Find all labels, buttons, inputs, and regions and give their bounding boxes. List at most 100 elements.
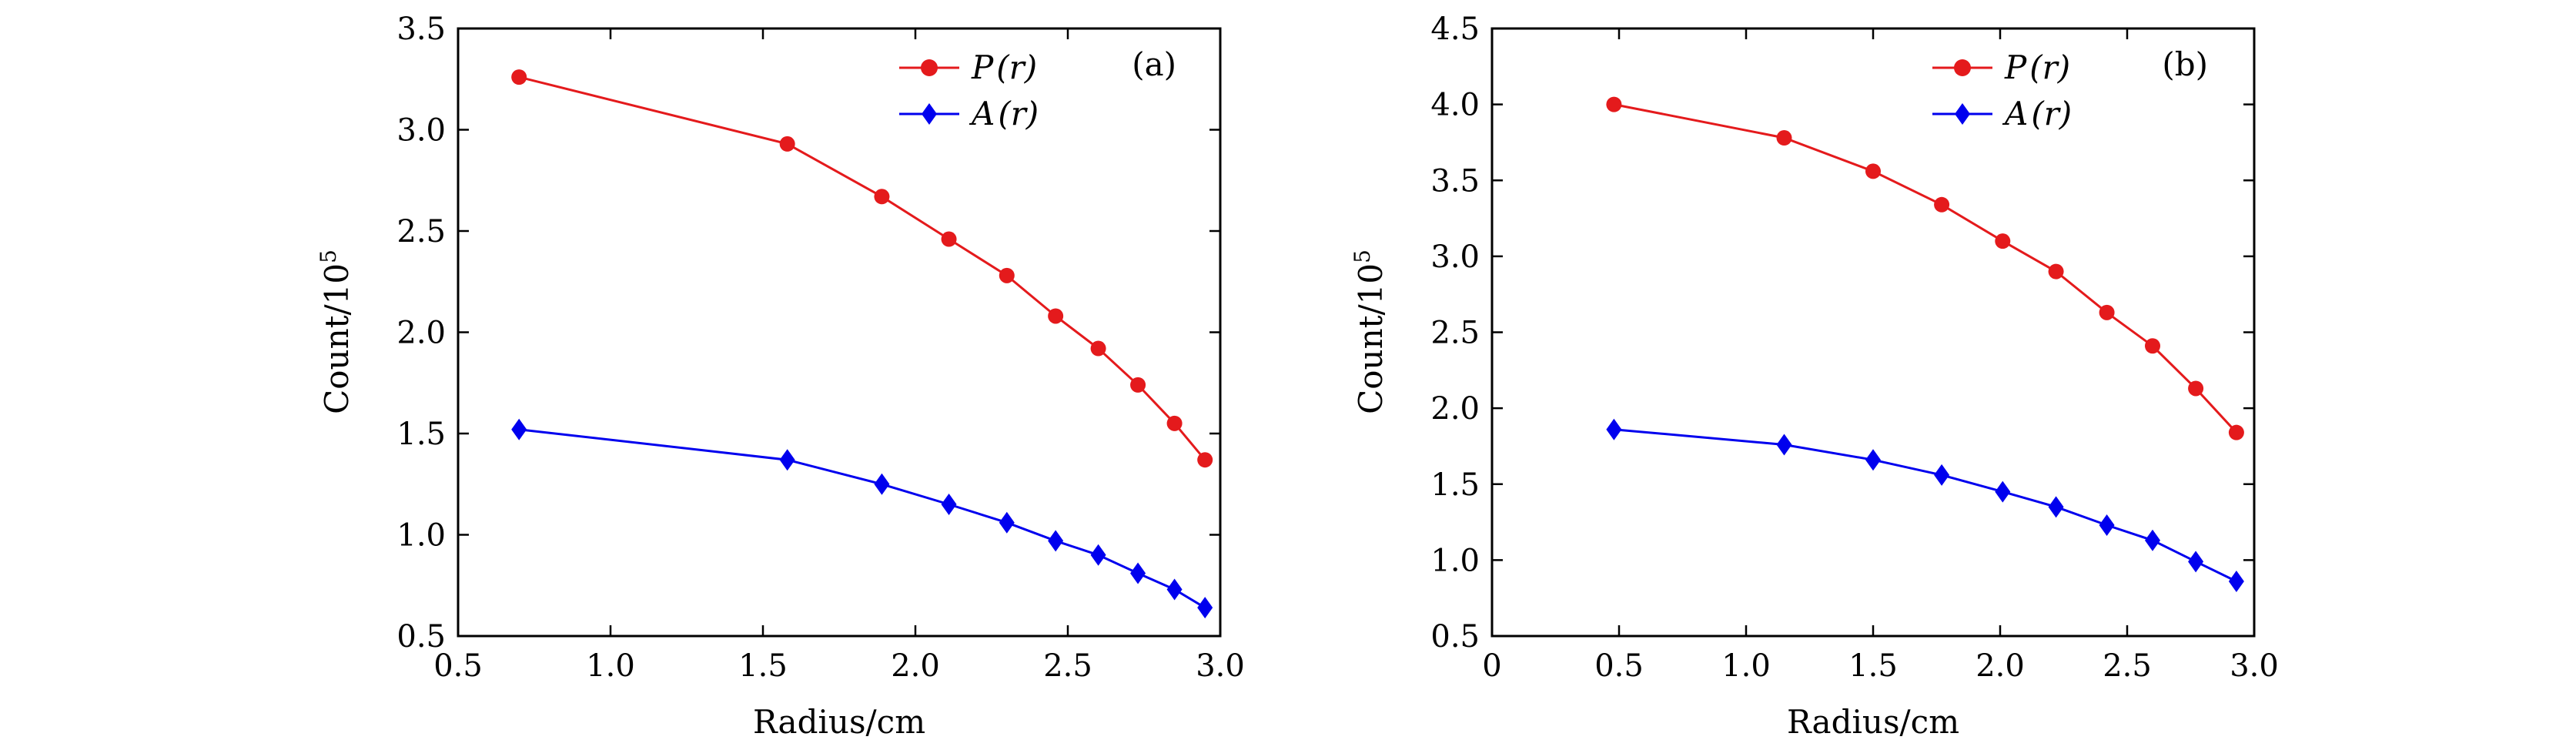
legend-label-a: A(r): [2002, 95, 2072, 132]
series-line-p: [1614, 103, 2238, 434]
data-point-p: [779, 136, 795, 152]
data-point-p: [2188, 380, 2204, 397]
x-tick-label: 2.0: [891, 648, 940, 684]
x-axis-title: Radius/cm: [753, 703, 925, 741]
legend-marker-a: [1955, 103, 1970, 125]
y-axis-title-text: Count/10: [318, 263, 356, 414]
y-tick-label: 3.5: [396, 12, 446, 47]
y-tick-label: 1.5: [396, 417, 446, 452]
legend-marker-p: [1954, 59, 1971, 76]
y-tick-label: 0.5: [396, 619, 446, 655]
legend-label-p: P(r): [971, 49, 1037, 86]
x-tick-label: 1.5: [738, 648, 788, 684]
data-point-a: [2188, 551, 2204, 573]
data-point-a: [999, 511, 1015, 534]
data-point-p: [1130, 377, 1146, 393]
legend: P(r) A(r): [899, 49, 1039, 132]
data-point-a: [1865, 449, 1881, 471]
y-axis-title-exponent: 5: [316, 249, 341, 263]
x-tick-label: 0.5: [433, 648, 483, 684]
data-point-p: [1776, 130, 1792, 146]
y-tick-label: 2.5: [1430, 316, 1480, 351]
x-axis: 0.5 1.0 1.5 2.0 2.5 3.0: [433, 28, 1245, 684]
legend-marker-a: [922, 103, 937, 125]
legend-label-a-main: A: [969, 95, 995, 132]
x-tick-label: 3.0: [2230, 648, 2279, 684]
data-point-p: [511, 69, 527, 85]
series-layer: [511, 69, 1213, 619]
chart-panel-a: 0.5 1.0 1.5 2.0 2.5 3.0 3.5 0.5 1.0 1.5 2.0 2.5 3.0…: [316, 12, 1245, 741]
x-tick-label: 2.5: [1043, 648, 1092, 684]
data-point-a: [1090, 544, 1106, 566]
y-tick-label: 4.0: [1430, 88, 1480, 123]
data-point-a: [1130, 562, 1146, 584]
data-point-a: [779, 449, 795, 471]
series-line-p: [518, 75, 1206, 461]
chart-panel-b: 0.5 1.0 1.5 2.0 2.5 3.0 3.5 4.0 4.5 0 0.5 1.0 1.5 2.…: [1350, 12, 2279, 741]
y-tick-label: 2.0: [396, 316, 446, 351]
plot-frame: [1490, 27, 2256, 638]
y-tick-label: 0.5: [1430, 619, 1480, 655]
y-axis-title: Count/105: [1350, 249, 1390, 414]
data-point-p: [2099, 304, 2115, 320]
series-line-a: [1614, 428, 2237, 583]
data-point-a: [1197, 597, 1213, 619]
data-point-p: [999, 267, 1015, 283]
y-tick-label: 3.0: [396, 113, 446, 149]
legend-entry-a: A(r): [899, 95, 1039, 132]
x-tick-label: 0.5: [1594, 648, 1644, 684]
x-axis-title: Radius/cm: [1787, 703, 1959, 741]
data-point-p: [1090, 340, 1106, 357]
x-tick-label: 1.0: [1721, 648, 1771, 684]
y-tick-label: 2.0: [1430, 391, 1480, 427]
data-point-p: [2228, 424, 2244, 440]
legend-label-a-arg: (r): [998, 95, 1039, 132]
series-line-a: [519, 428, 1206, 609]
data-point-p: [1166, 415, 1183, 431]
data-point-a: [511, 418, 527, 440]
data-point-p: [2048, 263, 2064, 280]
y-tick-label: 4.5: [1430, 12, 1480, 47]
x-tick-label: 1.0: [586, 648, 635, 684]
y-tick-label: 3.5: [1430, 163, 1480, 199]
y-tick-label: 2.5: [396, 214, 446, 249]
data-point-p: [1934, 196, 1950, 213]
data-point-a: [2048, 496, 2064, 518]
legend: P(r) A(r): [1932, 49, 2072, 132]
panel-label: (b): [2162, 45, 2208, 83]
legend-label-p-arg: (r): [996, 49, 1037, 86]
series-layer: [1606, 96, 2244, 592]
data-point-a: [2099, 514, 2115, 537]
y-tick-label: 3.0: [1430, 239, 1480, 275]
data-point-a: [941, 494, 957, 516]
data-point-p: [1865, 163, 1881, 179]
legend-entry-p: P(r): [1932, 49, 2070, 86]
x-tick-label: 2.0: [1975, 648, 2025, 684]
data-point-a: [1995, 480, 2011, 503]
data-point-p: [1048, 308, 1064, 324]
y-axis: 0.5 1.0 1.5 2.0 2.5 3.0 3.5: [396, 12, 1220, 655]
legend-entry-p: P(r): [899, 49, 1037, 86]
data-point-a: [1606, 418, 1622, 440]
legend-marker-p: [921, 59, 938, 76]
data-point-p: [874, 189, 890, 205]
x-tick-label: 3.0: [1196, 648, 1245, 684]
x-tick-label: 0: [1482, 648, 1501, 684]
y-axis-title-text: Count/10: [1352, 263, 1390, 414]
y-tick-label: 1.0: [396, 518, 446, 554]
legend-label-p-main: P: [971, 49, 994, 86]
legend-label-a-main: A: [2002, 95, 2028, 132]
y-tick-label: 1.0: [1430, 543, 1480, 578]
y-axis: 0.5 1.0 1.5 2.0 2.5 3.0 3.5 4.0 4.5: [1430, 12, 2254, 655]
legend-label-a: A(r): [969, 95, 1039, 132]
legend-label-p-main: P: [2004, 49, 2027, 86]
x-axis: 0 0.5 1.0 1.5 2.0 2.5 3.0: [1482, 28, 2279, 684]
data-point-a: [2228, 570, 2244, 592]
legend-label-p-arg: (r): [2029, 49, 2070, 86]
x-tick-label: 2.5: [2103, 648, 2152, 684]
data-point-p: [1197, 452, 1213, 468]
legend-label-p: P(r): [2004, 49, 2070, 86]
x-tick-label: 1.5: [1848, 648, 1898, 684]
panel-label: (a): [1132, 45, 1176, 83]
